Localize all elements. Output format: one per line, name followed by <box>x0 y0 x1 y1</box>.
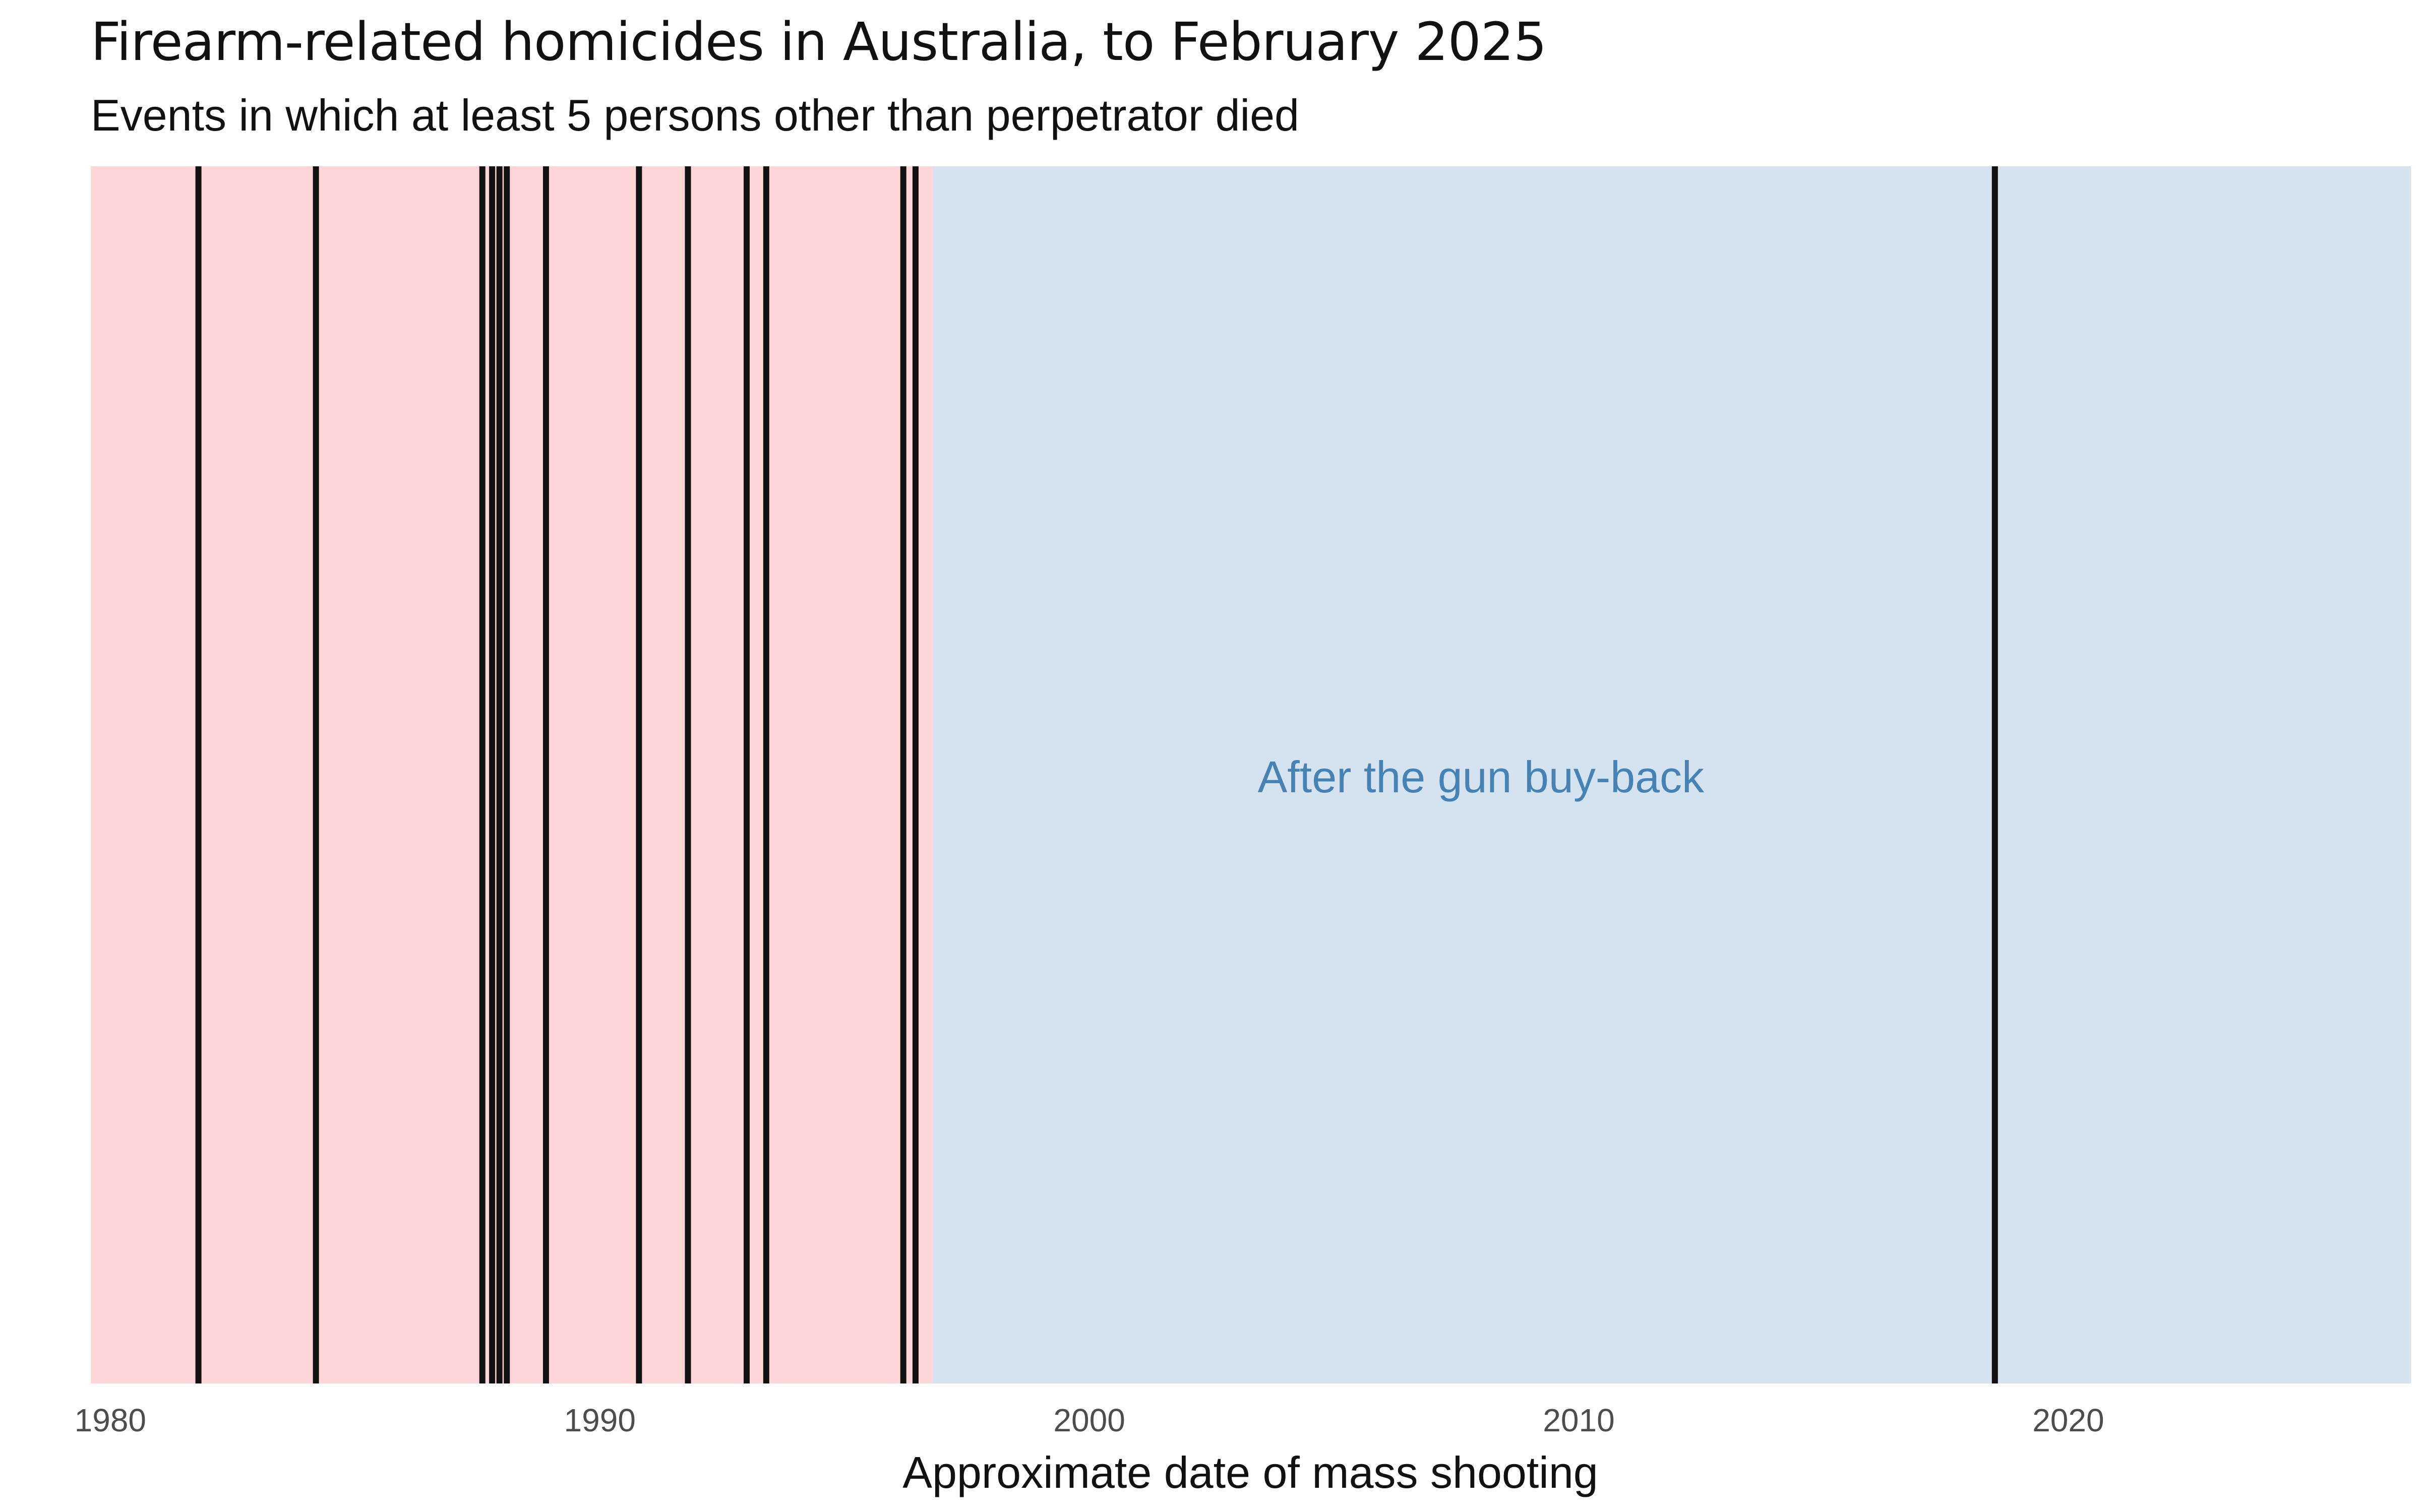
period-regions <box>91 166 2411 1383</box>
x-tick-label-1990: 1990 <box>564 1402 636 1438</box>
region-labels: After the gun buy-back <box>1258 752 1705 802</box>
event-lines <box>195 166 1998 1383</box>
chart-subtitle: Events in which at least 5 persons other… <box>91 90 1299 140</box>
x-tick-label-2000: 2000 <box>1053 1402 1125 1438</box>
period-region-1 <box>932 166 2411 1383</box>
x-axis-label: Approximate date of mass shooting <box>902 1447 1598 1497</box>
x-tick-label-1980: 1980 <box>75 1402 146 1438</box>
x-tick-label-2010: 2010 <box>1543 1402 1614 1438</box>
x-tick-label-2020: 2020 <box>2032 1402 2104 1438</box>
chart-title: Firearm-related homicides in Australia, … <box>91 11 1547 73</box>
x-axis-ticks: 1980 1990 2000 2010 2020 <box>75 1402 2104 1438</box>
region-label-1: After the gun buy-back <box>1258 752 1705 802</box>
period-region-0 <box>91 166 933 1383</box>
